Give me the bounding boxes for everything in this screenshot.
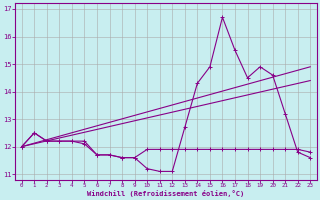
X-axis label: Windchill (Refroidissement éolien,°C): Windchill (Refroidissement éolien,°C) bbox=[87, 190, 244, 197]
